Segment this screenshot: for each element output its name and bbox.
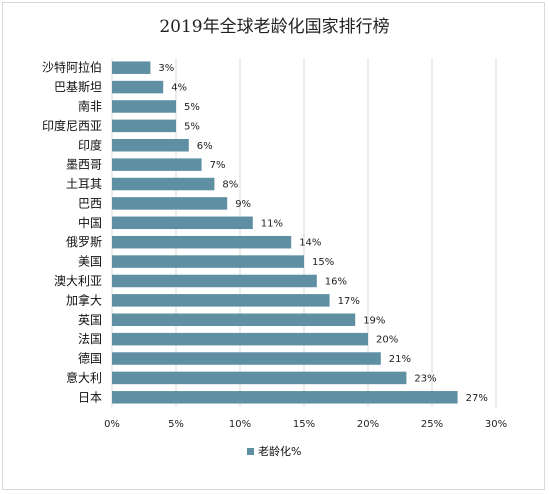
data-label: 3% [158, 63, 174, 74]
x-tick-label: 0% [104, 419, 120, 430]
bar [112, 274, 317, 288]
data-label: 6% [197, 141, 213, 152]
category-label: 巴西 [78, 196, 102, 210]
category-label: 德国 [78, 351, 102, 366]
bar [112, 158, 202, 171]
x-tick-label: 30% [485, 419, 507, 430]
category-label: 澳大利亚 [54, 274, 102, 288]
data-label: 21% [389, 354, 411, 365]
data-label: 19% [363, 315, 385, 326]
grid-lines [111, 58, 497, 407]
x-tick-label: 15% [293, 419, 315, 430]
bar [112, 139, 189, 152]
bar [112, 235, 292, 249]
category-label: 巴基斯坦 [54, 80, 102, 94]
bar [112, 294, 330, 307]
bar [112, 255, 304, 268]
data-label: 8% [222, 180, 238, 191]
bar [112, 177, 215, 191]
category-label: 墨西哥 [66, 158, 102, 172]
category-label: 俄罗斯 [66, 235, 102, 249]
category-label: 沙特阿拉伯 [42, 60, 102, 75]
data-label: 23% [414, 373, 436, 384]
bar [112, 313, 356, 326]
category-label: 南非 [78, 98, 102, 113]
bar [112, 371, 407, 385]
legend-swatch [247, 448, 254, 455]
bar [112, 391, 458, 404]
bars [112, 61, 458, 404]
bar [112, 197, 228, 210]
category-label: 法国 [78, 332, 102, 346]
x-tick-label: 25% [421, 419, 443, 430]
data-label: 17% [338, 296, 360, 307]
category-label: 印度 [78, 137, 102, 152]
bar [112, 61, 151, 74]
category-label: 英国 [78, 313, 102, 327]
category-label: 加拿大 [66, 292, 102, 307]
data-label: 9% [235, 199, 251, 210]
data-label: 5% [184, 121, 200, 132]
data-label: 5% [184, 102, 200, 113]
chart-title: 2019年全球老龄化国家排行榜 [159, 17, 390, 37]
data-label: 4% [171, 83, 187, 94]
category-label: 中国 [78, 215, 102, 230]
bar [112, 119, 176, 133]
bar [112, 352, 381, 365]
bar [112, 216, 253, 230]
category-label: 日本 [78, 390, 102, 404]
bar [112, 332, 368, 346]
data-label: 15% [312, 257, 334, 268]
category-label: 土耳其 [66, 177, 102, 191]
x-tick-label: 20% [357, 419, 379, 430]
data-label: 14% [299, 238, 321, 249]
legend-label: 老龄化% [258, 444, 301, 458]
labels: 0% 5% 10% 15% 20% 25% 30% 沙特阿拉伯 3% 巴基斯坦 4% 南非 5% 印度尼西… [42, 60, 507, 430]
x-tick-label: 5% [168, 419, 184, 430]
data-label: 16% [325, 276, 347, 287]
data-label: 11% [261, 218, 283, 229]
data-label: 27% [466, 393, 488, 404]
x-tick-label: 10% [229, 419, 251, 430]
data-label: 7% [210, 160, 226, 171]
data-label: 20% [376, 335, 398, 346]
legend: 老龄化% [247, 444, 301, 458]
category-label: 印度尼西亚 [42, 118, 102, 133]
category-label: 意大利 [66, 370, 102, 385]
category-label: 美国 [78, 255, 102, 269]
bar [112, 80, 164, 94]
bar [112, 100, 176, 113]
